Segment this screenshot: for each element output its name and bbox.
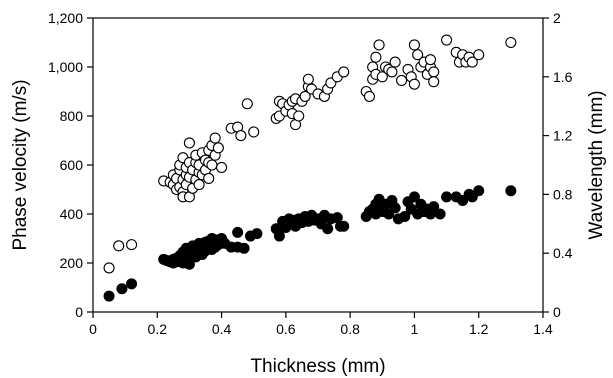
open-data-point: [408, 39, 420, 51]
open-data-point: [428, 66, 440, 78]
filled-data-point: [338, 220, 350, 232]
filled-data-point: [441, 191, 453, 203]
open-data-point: [473, 49, 485, 61]
filled-data-point: [251, 228, 263, 240]
filled-data-point: [505, 185, 517, 197]
y-tick-label: 1,000: [48, 59, 83, 75]
x-tick-label: 1.2: [469, 321, 489, 337]
filled-data-point: [399, 210, 411, 222]
open-data-point: [441, 34, 453, 46]
x-tick-label: 0.2: [148, 321, 168, 337]
filled-data-point: [322, 223, 334, 235]
open-data-point: [241, 98, 253, 110]
y-tick-label: 200: [60, 255, 84, 271]
open-data-point: [370, 51, 382, 63]
chart-ticks: 0 0.2 0.4 0.6 0.8 1 1.2 1.402004006008001,0001,…: [48, 10, 573, 337]
open-data-point: [424, 54, 437, 66]
open-data-point: [293, 110, 305, 122]
y-right-tick-label: 0.4: [553, 245, 573, 261]
open-data-point: [299, 90, 311, 102]
open-data-point: [466, 56, 478, 68]
open-data-point: [412, 49, 424, 61]
filled-data-point: [473, 185, 485, 197]
chart-points: [103, 34, 517, 302]
open-data-point: [376, 71, 388, 83]
open-data-point: [203, 172, 215, 185]
open-data-point: [428, 76, 440, 88]
y-right-tick-label: 1.2: [553, 128, 573, 144]
open-data-point: [338, 66, 350, 78]
open-data-point: [103, 262, 115, 274]
x-tick-label: 0.6: [276, 321, 296, 337]
y-right-axis-title: Wavelength (mm): [586, 90, 607, 239]
y-tick-label: 800: [60, 108, 84, 124]
y-right-tick-label: 2: [553, 10, 561, 26]
open-data-point: [209, 132, 221, 144]
open-data-point: [113, 240, 125, 252]
open-data-point: [193, 179, 205, 191]
open-data-point: [212, 142, 224, 154]
series-open: [103, 34, 517, 274]
x-tick-label: 1: [411, 321, 419, 337]
filled-data-point: [126, 278, 138, 290]
x-tick-label: 0: [89, 321, 97, 337]
open-data-point: [373, 39, 385, 51]
y-axis-title: Phase velocity (m/s): [10, 79, 31, 250]
filled-data-point: [408, 191, 420, 203]
open-data-point: [408, 78, 420, 90]
y-tick-label: 1,200: [48, 10, 83, 26]
filled-data-point: [232, 226, 244, 238]
filled-data-point: [434, 208, 446, 220]
filled-data-point: [273, 230, 285, 242]
filled-data-point: [116, 283, 128, 295]
open-data-point: [206, 159, 218, 171]
y-right-tick-label: 1.6: [553, 69, 573, 85]
open-data-point: [126, 239, 138, 251]
x-tick-label: 0.8: [340, 321, 360, 337]
x-axis-title: Thickness (mm): [250, 356, 385, 377]
open-data-point: [216, 161, 228, 173]
open-data-point: [396, 74, 408, 87]
y-right-tick-label: 0: [553, 304, 561, 320]
open-data-point: [248, 126, 260, 138]
y-tick-label: 600: [60, 157, 84, 173]
open-data-point: [386, 66, 398, 78]
filled-data-point: [428, 201, 440, 213]
open-data-point: [302, 73, 314, 85]
open-data-point: [505, 36, 517, 49]
open-data-point: [183, 137, 195, 149]
open-data-point: [235, 130, 247, 142]
y-right-tick-label: 0.8: [553, 186, 573, 202]
open-data-point: [363, 90, 375, 102]
series-filled: [103, 185, 517, 302]
x-tick-label: 1.4: [533, 321, 553, 337]
filled-data-point: [103, 290, 115, 302]
filled-data-point: [238, 242, 250, 254]
open-data-point: [389, 56, 401, 68]
x-tick-label: 0.4: [212, 321, 232, 337]
filled-data-point: [389, 202, 401, 214]
y-tick-label: 400: [60, 206, 84, 222]
y-tick-label: 0: [75, 304, 83, 320]
